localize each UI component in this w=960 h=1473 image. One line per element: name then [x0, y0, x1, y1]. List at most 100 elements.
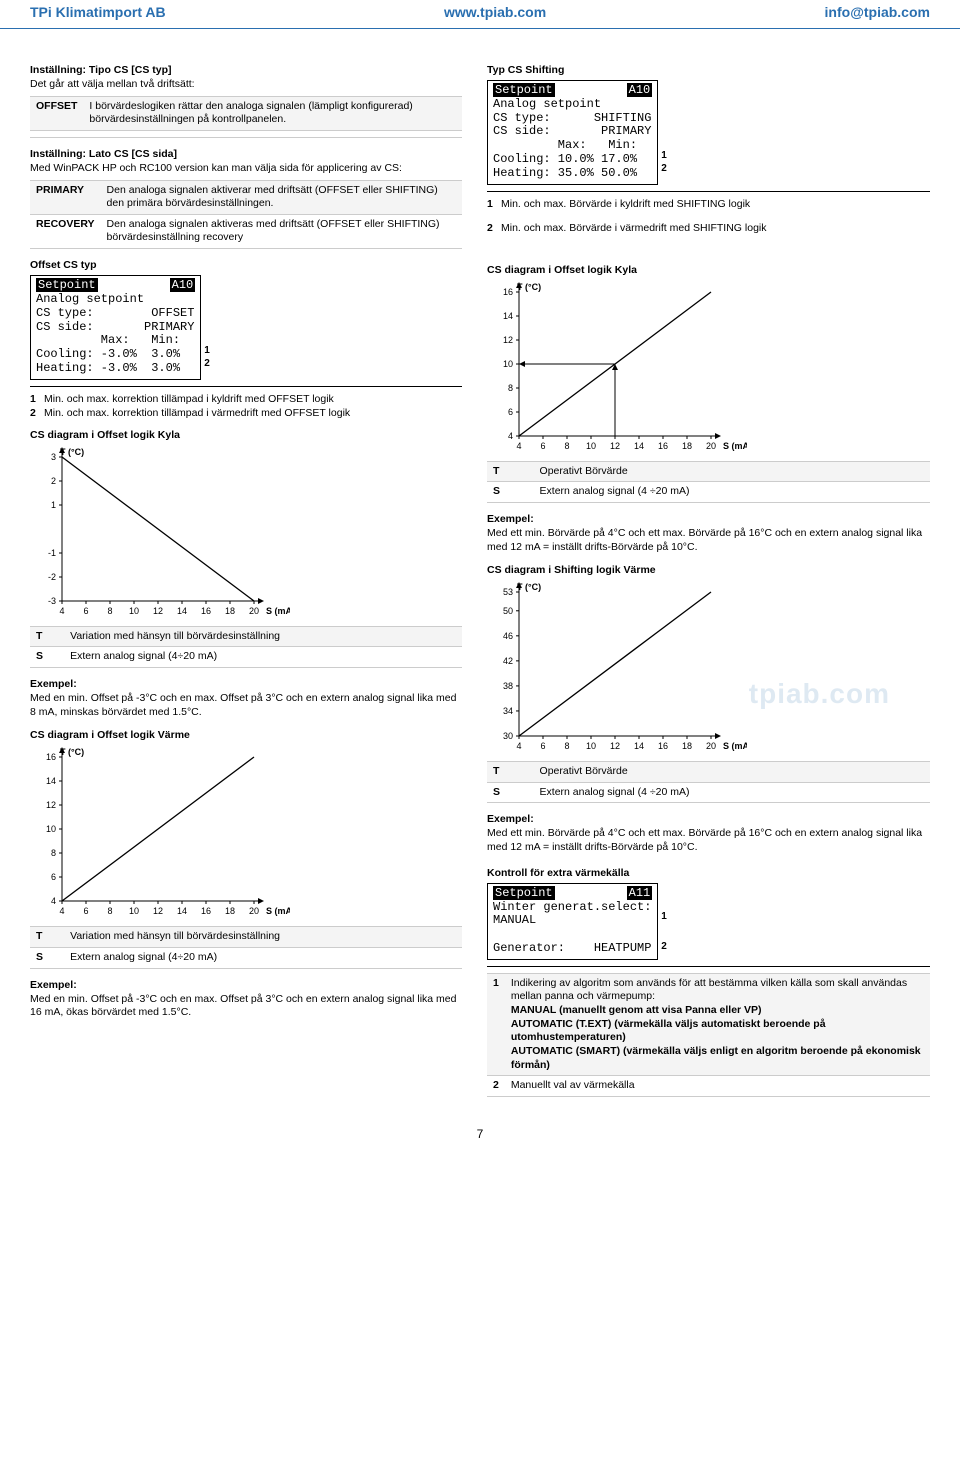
svg-text:4: 4 [59, 906, 64, 916]
legend-shift-2: 2Min. och max. Börvärde i värmedrift med… [487, 222, 930, 234]
sec2-table: PRIMARY Den analoga signalen aktiverar m… [30, 180, 462, 250]
page-number: 7 [30, 1127, 930, 1141]
ts-table-2b: TOperativt Börvärde SExtern analog signa… [487, 761, 930, 803]
svg-text:16: 16 [658, 441, 668, 451]
sec1-table: OFFSET I börvärdeslogiken rättar den ana… [30, 96, 462, 138]
svg-text:6: 6 [51, 872, 56, 882]
ts-table-1b: TVariation med hänsyn till börvärdesinst… [30, 926, 462, 968]
svg-text:12: 12 [153, 606, 163, 616]
svg-text:S (mA): S (mA) [723, 441, 747, 451]
chart-offset-varme: 46810121416182046810121416T (°C)S (mA) [30, 743, 290, 923]
svg-text:50: 50 [503, 606, 513, 616]
svg-text:6: 6 [83, 906, 88, 916]
sec1-intro: Det går att välja mellan två driftsätt: [30, 78, 462, 92]
svg-text:20: 20 [706, 441, 716, 451]
ex4-text: Med ett min. Börvärde på 4°C och ett max… [487, 827, 930, 854]
svg-text:6: 6 [540, 441, 545, 451]
svg-text:4: 4 [51, 896, 56, 906]
svg-text:4: 4 [59, 606, 64, 616]
svg-text:-2: -2 [48, 572, 56, 582]
typ-shifting-title: Typ CS Shifting [487, 64, 930, 76]
svg-text:10: 10 [129, 906, 139, 916]
svg-text:14: 14 [634, 741, 644, 751]
cs-diag-kyla-title: CS diagram i Offset logik Kyla [30, 429, 462, 441]
svg-text:46: 46 [503, 631, 513, 641]
svg-text:1: 1 [51, 500, 56, 510]
svg-text:18: 18 [682, 741, 692, 751]
left-column: Inställning: Tipo CS [CS typ] Det går at… [30, 54, 462, 1107]
chart-shift-kyla: 46810121416182046810121416T (°C)S (mA) [487, 278, 747, 458]
svg-text:-3: -3 [48, 596, 56, 606]
ex1-text: Med en min. Offset på -3°C och en max. O… [30, 692, 462, 719]
ex2-title: Exempel: [30, 979, 462, 991]
svg-text:8: 8 [107, 606, 112, 616]
svg-text:18: 18 [682, 441, 692, 451]
lcd-a10-offset: Setpoint A10 Analog setpoint CS type: OF… [30, 273, 201, 383]
svg-text:34: 34 [503, 706, 513, 716]
header-url: www.tpiab.com [444, 4, 546, 20]
svg-text:8: 8 [564, 441, 569, 451]
header-company: TPi Klimatimport AB [30, 4, 166, 20]
svg-text:10: 10 [586, 441, 596, 451]
legend-shift-1: 1Min. och max. Börvärde i kyldrift med S… [487, 198, 930, 210]
svg-text:38: 38 [503, 681, 513, 691]
right-column: Typ CS Shifting Setpoint A10 Analog setp… [487, 54, 930, 1107]
svg-text:10: 10 [503, 359, 513, 369]
svg-text:T (°C): T (°C) [60, 447, 84, 457]
svg-text:10: 10 [129, 606, 139, 616]
svg-text:18: 18 [225, 606, 235, 616]
svg-text:8: 8 [107, 906, 112, 916]
svg-text:6: 6 [540, 741, 545, 751]
chart-offset-kyla: 468101214161820-3-2-1123T (°C)S (mA) [30, 443, 290, 623]
sec2-r1-text: Den analoga signalen aktiverar med drift… [101, 180, 462, 214]
svg-text:12: 12 [46, 800, 56, 810]
svg-text:10: 10 [586, 741, 596, 751]
svg-text:8: 8 [51, 848, 56, 858]
svg-text:S (mA): S (mA) [723, 741, 747, 751]
svg-text:20: 20 [706, 741, 716, 751]
svg-text:20: 20 [249, 606, 259, 616]
svg-text:8: 8 [508, 383, 513, 393]
svg-text:16: 16 [201, 606, 211, 616]
svg-text:16: 16 [503, 287, 513, 297]
sec1-row-text: I börvärdeslogiken rättar den analoga si… [83, 96, 462, 130]
shift-varme-title: CS diagram i Shifting logik Värme [487, 564, 930, 576]
svg-text:53: 53 [503, 587, 513, 597]
lcd-a10-shift: Setpoint A10 Analog setpoint CS type: SH… [487, 78, 658, 188]
ex3-text: Med ett min. Börvärde på 4°C och ett max… [487, 527, 930, 554]
sec1-title: Inställning: Tipo CS [CS typ] [30, 64, 462, 76]
header-email: info@tpiab.com [825, 4, 930, 20]
lcd-a11: Setpoint A11 Winter generat.select: MANU… [487, 881, 658, 963]
svg-text:14: 14 [634, 441, 644, 451]
svg-text:30: 30 [503, 731, 513, 741]
svg-text:10: 10 [46, 824, 56, 834]
svg-text:6: 6 [508, 407, 513, 417]
page-header: TPi Klimatimport AB www.tpiab.com info@t… [0, 0, 960, 29]
sec2-intro: Med WinPACK HP och RC100 version kan man… [30, 162, 462, 176]
svg-text:8: 8 [564, 741, 569, 751]
svg-text:18: 18 [225, 906, 235, 916]
svg-text:12: 12 [153, 906, 163, 916]
svg-text:14: 14 [46, 776, 56, 786]
ex2-text: Med en min. Offset på -3°C och en max. O… [30, 993, 462, 1020]
extra-heat-title: Kontroll för extra värmekälla [487, 867, 930, 879]
svg-text:S (mA): S (mA) [266, 606, 290, 616]
svg-text:12: 12 [610, 741, 620, 751]
shift-kyla-title: CS diagram i Offset logik Kyla [487, 264, 930, 276]
svg-text:3: 3 [51, 452, 56, 462]
offset-typ-title: Offset CS typ [30, 259, 462, 271]
svg-text:16: 16 [658, 741, 668, 751]
ex3-title: Exempel: [487, 513, 930, 525]
legend-offset-2: 2Min. och max. korrektion tillämpad i vä… [30, 407, 462, 419]
svg-text:12: 12 [503, 335, 513, 345]
svg-text:4: 4 [516, 741, 521, 751]
svg-text:12: 12 [610, 441, 620, 451]
svg-text:42: 42 [503, 656, 513, 666]
ex1-title: Exempel: [30, 678, 462, 690]
svg-text:16: 16 [201, 906, 211, 916]
sec2-title: Inställning: Lato CS [CS sida] [30, 148, 462, 160]
ex4-title: Exempel: [487, 813, 930, 825]
svg-text:14: 14 [177, 606, 187, 616]
svg-text:T (°C): T (°C) [60, 747, 84, 757]
svg-text:2: 2 [51, 476, 56, 486]
